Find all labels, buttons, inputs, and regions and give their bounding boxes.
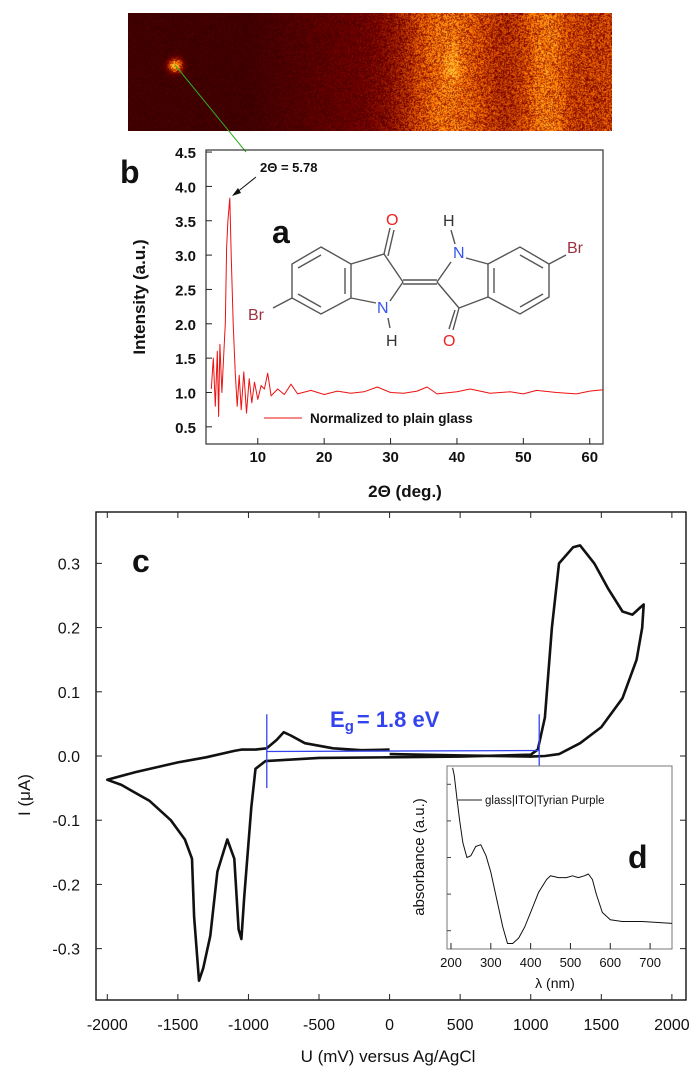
peak-annotation: 2Θ = 5.78 (260, 160, 317, 175)
bond (297, 293, 322, 308)
x-tick-label: 20 (316, 449, 333, 466)
atom-Br: Br (567, 240, 584, 257)
x-tick-label: 200 (440, 955, 462, 970)
right-benzene-ring (487, 246, 550, 315)
x-tick-label: 50 (515, 449, 532, 466)
bond (383, 227, 391, 255)
x-tick-label: 60 (581, 449, 598, 466)
y-tick-label: 0.5 (175, 420, 196, 437)
atom-H: H (443, 213, 455, 230)
atom-Br: Br (248, 307, 265, 324)
band-gap-span-line (266, 749, 540, 753)
bond (272, 297, 293, 309)
band-gap-label: Eg = 1.8 eV (330, 707, 440, 735)
panel-c-xlabel: U (mV) versus Ag/AgCl (301, 1047, 476, 1066)
x-tick-label: 500 (447, 1017, 474, 1034)
panel-d-legend-label: glass|ITO|Tyrian Purple (485, 795, 605, 807)
y-tick-label: 3.5 (175, 214, 196, 231)
x-tick-label: 1500 (584, 1017, 620, 1034)
atom-N: N (377, 300, 389, 317)
y-tick-label: 4.5 (175, 145, 196, 162)
bond (436, 281, 460, 309)
bond (458, 296, 489, 309)
y-tick-label: 1.0 (175, 385, 196, 402)
series-line-panel-c (106, 544, 646, 983)
bond (452, 307, 460, 331)
bond (436, 261, 452, 283)
y-tick-label: 0.1 (58, 685, 80, 702)
bond (383, 253, 404, 283)
left-benzene-ring (291, 246, 352, 315)
panel-c-letter: c (132, 543, 150, 579)
y-tick-label: 4.0 (175, 179, 196, 196)
x-tick-label: -1000 (228, 1017, 269, 1034)
panel-d-xlabel: λ (nm) (535, 975, 575, 991)
bond (387, 229, 395, 257)
panel-b-legend-label: Normalized to plain glass (310, 411, 473, 426)
x-tick-label: 40 (449, 449, 466, 466)
bond (387, 317, 391, 329)
band-gap-value: = 1.8 eV (357, 707, 440, 732)
y-tick-label: 3.0 (175, 248, 196, 265)
band-gap-subscript: g (345, 718, 354, 735)
panel-d-frame (446, 765, 673, 950)
x-tick-label: 600 (599, 955, 621, 970)
bond (548, 254, 567, 265)
panel-d-inset: d absorbance (a.u.) λ (nm) glass|ITO|Tyr… (411, 765, 673, 991)
y-tick-label: 2.5 (175, 282, 196, 299)
bond (450, 229, 456, 245)
x-tick-label: 400 (520, 955, 542, 970)
y-tick-label: 1.5 (175, 351, 196, 368)
y-tick-label: -0.3 (52, 942, 80, 959)
y-tick-label: 0.3 (58, 556, 80, 573)
series-line-panel-b (210, 197, 604, 417)
panel-d-ylabel: absorbance (a.u.) (411, 798, 428, 916)
bond (350, 297, 377, 304)
x-tick-label: -2000 (87, 1017, 128, 1034)
bond (519, 254, 544, 269)
atom-O: O (443, 333, 455, 350)
y-tick-label: 0.2 (58, 621, 80, 638)
y-tick-label: -0.2 (52, 877, 80, 894)
y-tick-label: 0.0 (58, 749, 80, 766)
bond (465, 257, 489, 265)
x-tick-label: 1000 (513, 1017, 549, 1034)
x-tick-label: -1500 (157, 1017, 198, 1034)
bond (350, 253, 385, 265)
bond (519, 293, 544, 308)
panel-b-letter: b (120, 154, 140, 190)
x-tick-label: 10 (249, 449, 266, 466)
y-tick-label: -0.1 (52, 813, 80, 830)
panel-d-letter: d (628, 839, 648, 875)
bond (297, 254, 322, 269)
x-tick-label: 30 (382, 449, 399, 466)
panel-b-xlabel: 2Θ (deg.) (368, 482, 442, 501)
band-gap-symbol: E (330, 707, 345, 732)
panel-c: c I (μA) U (mV) versus Ag/AgCl -2000 -150… (15, 511, 690, 1066)
x-tick-label: 500 (560, 955, 582, 970)
x-tick-label: -500 (303, 1017, 335, 1034)
peak-arrowhead (232, 188, 241, 196)
diffraction-pattern-image (128, 13, 612, 131)
panel-b: b Intensity (a.u.) 2Θ (deg.) 2Θ = 5.78 N… (120, 145, 604, 501)
panel-a-letter: a (272, 214, 290, 250)
x-tick-label: 300 (480, 955, 502, 970)
panel-b-ylabel: Intensity (a.u.) (130, 239, 149, 354)
x-tick-label: 2000 (654, 1017, 690, 1034)
atom-O: O (386, 212, 398, 229)
atom-N: N (453, 245, 465, 262)
molecule-labels: a O O N N H H Br Br (248, 212, 584, 350)
atom-H: H (386, 333, 398, 350)
panel-c-ylabel: I (μA) (15, 774, 34, 816)
series-line-panel-d (452, 767, 673, 944)
molecule-structure (272, 227, 567, 331)
x-tick-label: 0 (385, 1017, 394, 1034)
x-tick-label: 700 (639, 955, 661, 970)
bond (448, 309, 456, 330)
y-tick-label: 2.0 (175, 317, 196, 334)
bond (389, 281, 404, 302)
pointer-line (174, 64, 247, 153)
panel-b-frame (205, 149, 604, 445)
